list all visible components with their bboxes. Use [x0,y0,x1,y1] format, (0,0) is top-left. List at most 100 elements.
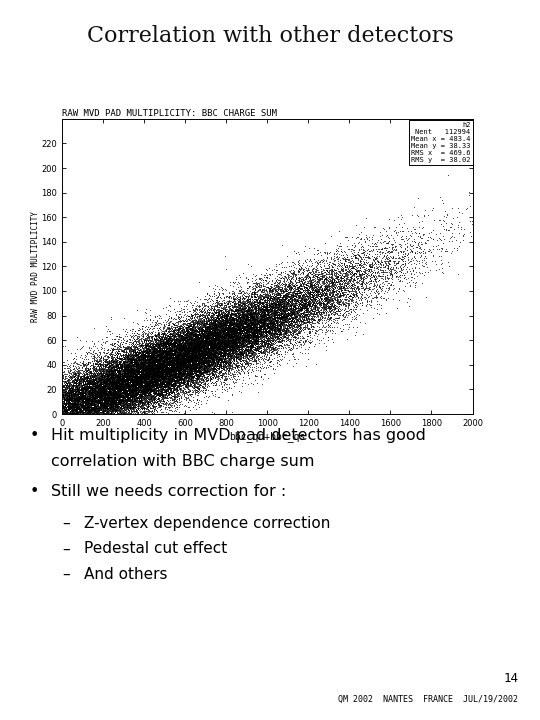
Point [288,325,296,337]
Point [300,311,309,323]
Point [177,359,186,370]
Point [209,338,218,349]
Point [140,351,149,362]
Point [86,378,94,390]
Point [211,372,219,383]
Point [148,351,157,363]
Point [175,366,184,377]
Point [219,344,227,356]
Point [149,368,158,379]
Point [86,390,95,401]
Point [245,308,253,320]
Point [210,300,218,312]
Point [140,372,149,384]
Point [224,309,232,320]
Point [234,302,243,314]
Point [259,318,268,329]
Point [215,327,224,338]
Point [229,335,238,346]
Point [232,341,241,353]
Point [106,369,115,381]
Point [215,359,224,371]
Point [187,356,196,367]
Point [244,294,253,306]
Point [201,355,210,366]
Point [102,373,111,384]
Point [183,355,191,366]
Point [202,326,211,338]
Point [161,385,170,397]
Point [234,304,243,315]
Point [124,401,132,413]
Point [197,328,205,340]
Point [233,321,242,333]
Point [300,343,309,355]
Point [109,378,118,390]
Point [253,343,262,354]
Point [183,377,192,388]
Point [70,392,78,403]
Point [112,370,121,382]
Point [274,297,282,308]
Point [170,363,179,374]
Point [235,337,244,348]
Point [202,325,211,337]
Point [118,395,127,407]
Point [147,375,156,387]
Point [215,283,224,294]
Point [240,310,249,321]
Point [237,352,245,364]
Point [233,323,241,335]
Point [198,333,206,344]
Point [128,373,137,384]
Point [266,289,274,301]
Point [465,215,474,227]
Point [134,395,143,407]
Point [254,303,263,315]
Point [225,305,234,316]
Point [383,263,391,274]
Point [275,337,284,348]
Point [122,354,131,365]
Point [134,361,143,372]
Point [186,333,194,344]
Point [189,356,198,368]
Point [242,346,251,358]
Point [204,308,213,320]
Point [114,397,123,409]
Point [303,276,312,288]
Point [384,246,393,258]
Point [264,298,273,310]
Point [91,388,100,400]
Point [153,378,162,390]
Point [295,340,304,351]
Point [196,368,205,379]
Point [219,344,227,356]
Point [157,359,166,370]
Point [131,347,139,359]
Point [149,354,158,365]
Point [125,374,134,386]
Point [197,330,206,342]
Point [192,362,200,374]
Point [177,354,185,365]
Point [58,392,67,404]
Point [201,348,210,359]
Point [205,337,213,348]
Point [149,350,158,361]
Point [133,382,142,393]
Point [127,357,136,369]
Point [223,338,232,350]
Point [242,348,251,360]
Point [265,326,274,338]
Point [202,330,211,342]
Point [154,369,163,381]
Point [254,290,263,302]
Point [224,338,232,350]
Point [145,359,153,370]
Point [117,372,126,384]
Point [321,271,330,283]
Point [189,341,198,352]
Point [280,324,288,336]
Point [231,361,240,373]
